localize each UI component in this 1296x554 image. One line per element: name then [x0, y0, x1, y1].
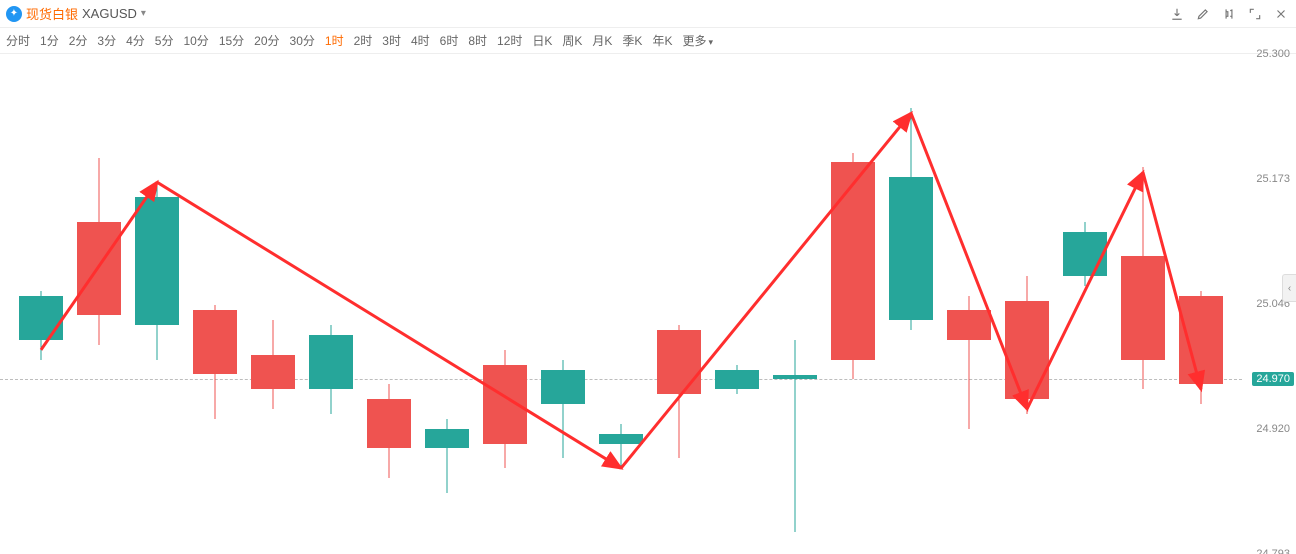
candle-wick — [621, 424, 622, 468]
candle — [367, 384, 411, 478]
candle — [1179, 291, 1223, 404]
close-icon[interactable] — [1272, 5, 1290, 23]
candle-body — [483, 365, 527, 444]
candle-body — [1063, 232, 1107, 276]
candle-body — [19, 296, 63, 340]
timeframe-item[interactable]: 4时 — [411, 32, 430, 49]
instrument-logo-icon: ✦ — [6, 6, 22, 22]
timeframe-item[interactable]: 月K — [592, 32, 612, 49]
candle — [773, 340, 817, 532]
candle-body — [715, 370, 759, 390]
current-price-line — [0, 379, 1242, 380]
candle-body — [425, 429, 469, 449]
candle-body — [367, 399, 411, 448]
candle-body — [657, 330, 701, 394]
candle — [309, 325, 353, 414]
header-bar: ✦ 现货白银 XAGUSD ▾ — [0, 0, 1296, 28]
current-price-tag: 24.970 — [1252, 372, 1294, 386]
candle-body — [1179, 296, 1223, 385]
pencil-icon[interactable] — [1194, 5, 1212, 23]
candle-type-icon[interactable] — [1220, 5, 1238, 23]
timeframe-item[interactable]: 30分 — [290, 32, 315, 49]
expand-icon[interactable] — [1246, 5, 1264, 23]
timeframe-item[interactable]: 6时 — [440, 32, 459, 49]
candle — [1063, 222, 1107, 286]
candle — [541, 360, 585, 459]
chevron-down-icon: ▾ — [141, 8, 146, 19]
timeframe-item[interactable]: 4分 — [126, 32, 145, 49]
toolbar — [1168, 5, 1290, 23]
candle-body — [947, 310, 991, 340]
candle-body — [773, 375, 817, 380]
timeframe-item[interactable]: 分时 — [6, 32, 30, 49]
candle-body — [889, 177, 933, 320]
price-axis: 25.30025.17325.04624.97024.92024.793 — [1242, 54, 1296, 554]
candle-body — [599, 434, 643, 444]
candle-body — [541, 370, 585, 405]
candle-body — [1121, 256, 1165, 360]
chart-area[interactable]: 25.30025.17325.04624.97024.92024.793 ‹ — [0, 54, 1296, 554]
candle-body — [135, 197, 179, 325]
chevron-down-icon: ▾ — [708, 37, 713, 47]
timeframe-item[interactable]: 3时 — [382, 32, 401, 49]
candle — [1121, 167, 1165, 389]
timeframe-item[interactable]: 3分 — [97, 32, 116, 49]
instrument-selector[interactable]: ✦ 现货白银 XAGUSD ▾ — [6, 4, 146, 23]
candle — [19, 291, 63, 360]
candle — [715, 365, 759, 395]
candle-body — [251, 355, 295, 390]
y-axis-label: 25.300 — [1256, 48, 1290, 60]
timeframe-item[interactable]: 年K — [652, 32, 672, 49]
y-axis-label: 24.920 — [1256, 423, 1290, 435]
candle — [831, 153, 875, 380]
candle — [889, 108, 933, 330]
timeframe-item[interactable]: 1时 — [325, 32, 344, 49]
timeframe-item[interactable]: 20分 — [254, 32, 279, 49]
download-icon[interactable] — [1168, 5, 1186, 23]
timeframe-item[interactable]: 15分 — [219, 32, 244, 49]
y-axis-label: 25.173 — [1256, 173, 1290, 185]
timeframe-item[interactable]: 8时 — [468, 32, 487, 49]
timeframe-item[interactable]: 2分 — [69, 32, 88, 49]
instrument-symbol: XAGUSD — [82, 6, 137, 21]
timeframe-item[interactable]: 日K — [532, 32, 552, 49]
candle-wick — [795, 340, 796, 532]
candle — [193, 305, 237, 418]
side-panel-toggle[interactable]: ‹ — [1282, 274, 1296, 302]
candle — [135, 182, 179, 360]
candlestick-plot — [0, 54, 1242, 554]
candle-body — [831, 162, 875, 359]
candle — [77, 158, 121, 345]
candle-body — [1005, 301, 1049, 400]
timeframe-item[interactable]: 更多▾ — [682, 32, 713, 49]
candle — [657, 325, 701, 458]
candle-body — [77, 222, 121, 316]
timeframe-item[interactable]: 2时 — [354, 32, 373, 49]
timeframe-item[interactable]: 季K — [622, 32, 642, 49]
candle — [947, 296, 991, 429]
timeframe-bar: 分时 1分 2分 3分 4分 5分 10分 15分 20分 30分 1时 2时 3时 4时 6时 8时 12时日… — [0, 28, 1296, 54]
candle — [425, 419, 469, 493]
timeframe-item[interactable]: 5分 — [155, 32, 174, 49]
candle-body — [193, 310, 237, 374]
timeframe-item[interactable]: 1分 — [40, 32, 59, 49]
candle — [251, 320, 295, 409]
timeframe-item[interactable]: 周K — [562, 32, 582, 49]
candle-body — [309, 335, 353, 389]
instrument-name-cn: 现货白银 — [26, 4, 78, 23]
candle — [1005, 276, 1049, 414]
candle — [599, 424, 643, 468]
y-axis-label: 24.793 — [1256, 548, 1290, 554]
timeframe-item[interactable]: 10分 — [183, 32, 208, 49]
candle — [483, 350, 527, 468]
timeframe-item[interactable]: 12时 — [497, 32, 522, 49]
